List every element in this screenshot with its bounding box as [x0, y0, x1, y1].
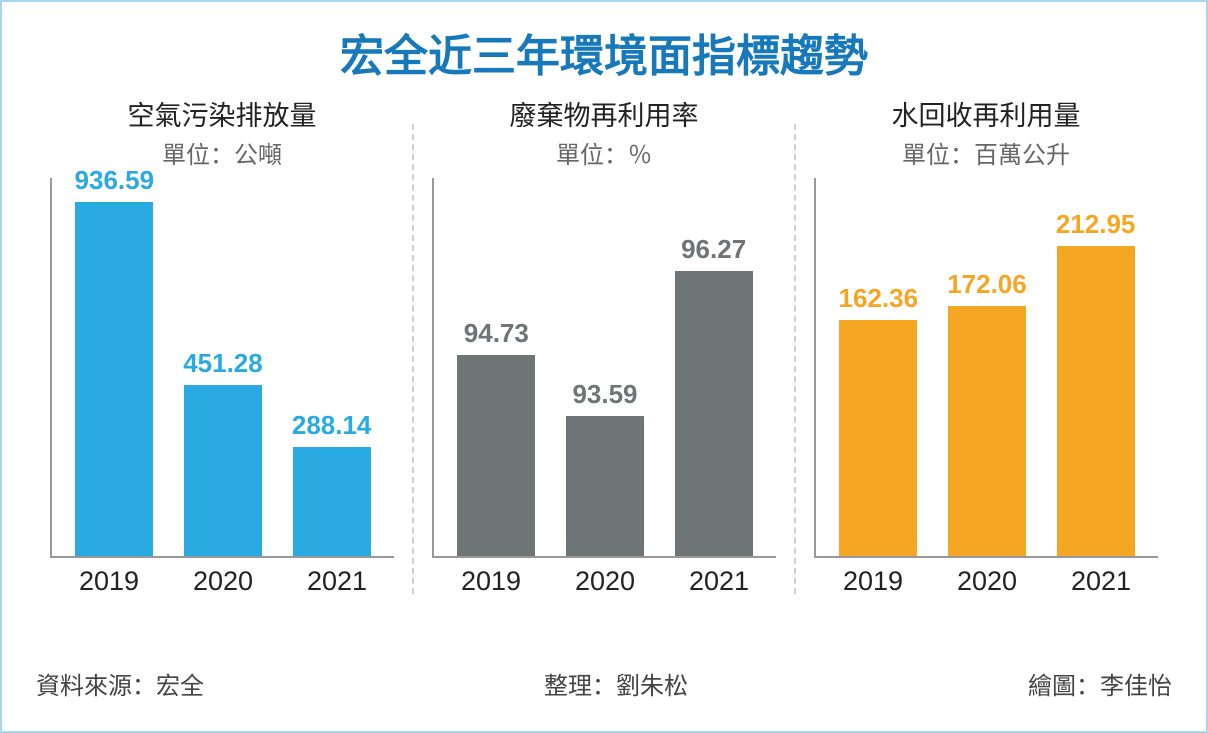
bar-wrap: 162.36: [825, 283, 933, 556]
bar-wrap: 96.27: [660, 234, 768, 556]
bar-value-label: 96.27: [681, 234, 746, 265]
bar-value-label: 94.73: [464, 318, 529, 349]
bar-value-label: 162.36: [839, 283, 919, 314]
main-title: 宏全近三年環境面指標趨勢: [2, 2, 1206, 94]
x-labels: 201920202021: [422, 558, 786, 597]
panel-air-pollution: 空氣污染排放量 單位：公噸 936.59451.28288.14 2019202…: [32, 94, 412, 654]
bar-wrap: 288.14: [278, 410, 386, 556]
x-axis-label: 2019: [53, 566, 166, 597]
footer-artist: 繪圖：李佳怡: [1028, 666, 1172, 701]
panel-waste-reuse: 廢棄物再利用率 單位：％ 94.73 93.59 96.27 20192020202…: [414, 94, 794, 654]
x-axis: [50, 556, 394, 558]
bar: [839, 320, 917, 556]
bar-wrap: 93.59: [551, 379, 659, 556]
x-axis: [432, 556, 776, 558]
bar-wrap: 451.28: [169, 348, 277, 556]
bar-value-label: 93.59: [572, 379, 637, 410]
bar-value-label: 288.14: [292, 410, 372, 441]
x-axis-label: 2019: [435, 566, 548, 597]
bar-value-label: 451.28: [183, 348, 263, 379]
panel-unit: 單位：％: [422, 135, 786, 170]
panel-title: 水回收再利用量: [804, 94, 1168, 133]
bar: [566, 416, 644, 556]
chart-area: 162.36 172.06 212.95: [814, 178, 1158, 558]
bar: [184, 385, 262, 556]
x-axis-label: 2021: [663, 566, 776, 597]
chart-area: 94.73 93.59 96.27: [432, 178, 776, 558]
bar-value-label: 936.59: [75, 165, 155, 196]
bars-group: 936.59451.28288.14: [52, 178, 394, 556]
footer-compiler: 整理：劉朱松: [544, 666, 688, 701]
bar: [293, 447, 371, 556]
x-labels: 201920202021: [804, 558, 1168, 597]
bar: [948, 306, 1026, 556]
x-axis-label: 2020: [167, 566, 280, 597]
panel-title: 廢棄物再利用率: [422, 94, 786, 133]
panel-unit: 單位：百萬公升: [804, 135, 1168, 170]
chart-area: 936.59451.28288.14: [50, 178, 394, 558]
panel-title: 空氣污染排放量: [40, 94, 404, 133]
bar-wrap: 936.59: [61, 165, 169, 556]
x-labels: 201920202021: [40, 558, 404, 597]
charts-row: 空氣污染排放量 單位：公噸 936.59451.28288.14 2019202…: [2, 94, 1206, 654]
panel-water-recycle: 水回收再利用量 單位：百萬公升 162.36172.06212.95 20192…: [796, 94, 1176, 654]
bar: [457, 355, 535, 556]
bar-wrap: 94.73: [443, 318, 551, 556]
footer-source: 資料來源：宏全: [36, 666, 204, 701]
bars-group: 162.36 172.06 212.95: [816, 178, 1158, 556]
bar: [1057, 246, 1135, 556]
bars-group: 94.73 93.59 96.27: [434, 178, 776, 556]
bar-value-label: 172.06: [947, 269, 1027, 300]
x-axis: [814, 556, 1158, 558]
x-axis-label: 2021: [1045, 566, 1158, 597]
chart-container: 宏全近三年環境面指標趨勢 空氣污染排放量 單位：公噸 936.59451.282…: [0, 0, 1208, 733]
x-axis-label: 2020: [549, 566, 662, 597]
bar: [675, 271, 753, 556]
bar-wrap: 212.95: [1042, 209, 1150, 556]
bar-value-label: 212.95: [1056, 209, 1136, 240]
x-axis-label: 2019: [817, 566, 930, 597]
x-axis-label: 2020: [931, 566, 1044, 597]
bar: [75, 202, 153, 556]
footer: 資料來源：宏全 整理：劉朱松 繪圖：李佳怡: [2, 654, 1206, 701]
x-axis-label: 2021: [281, 566, 394, 597]
bar-wrap: 172.06: [933, 269, 1041, 556]
